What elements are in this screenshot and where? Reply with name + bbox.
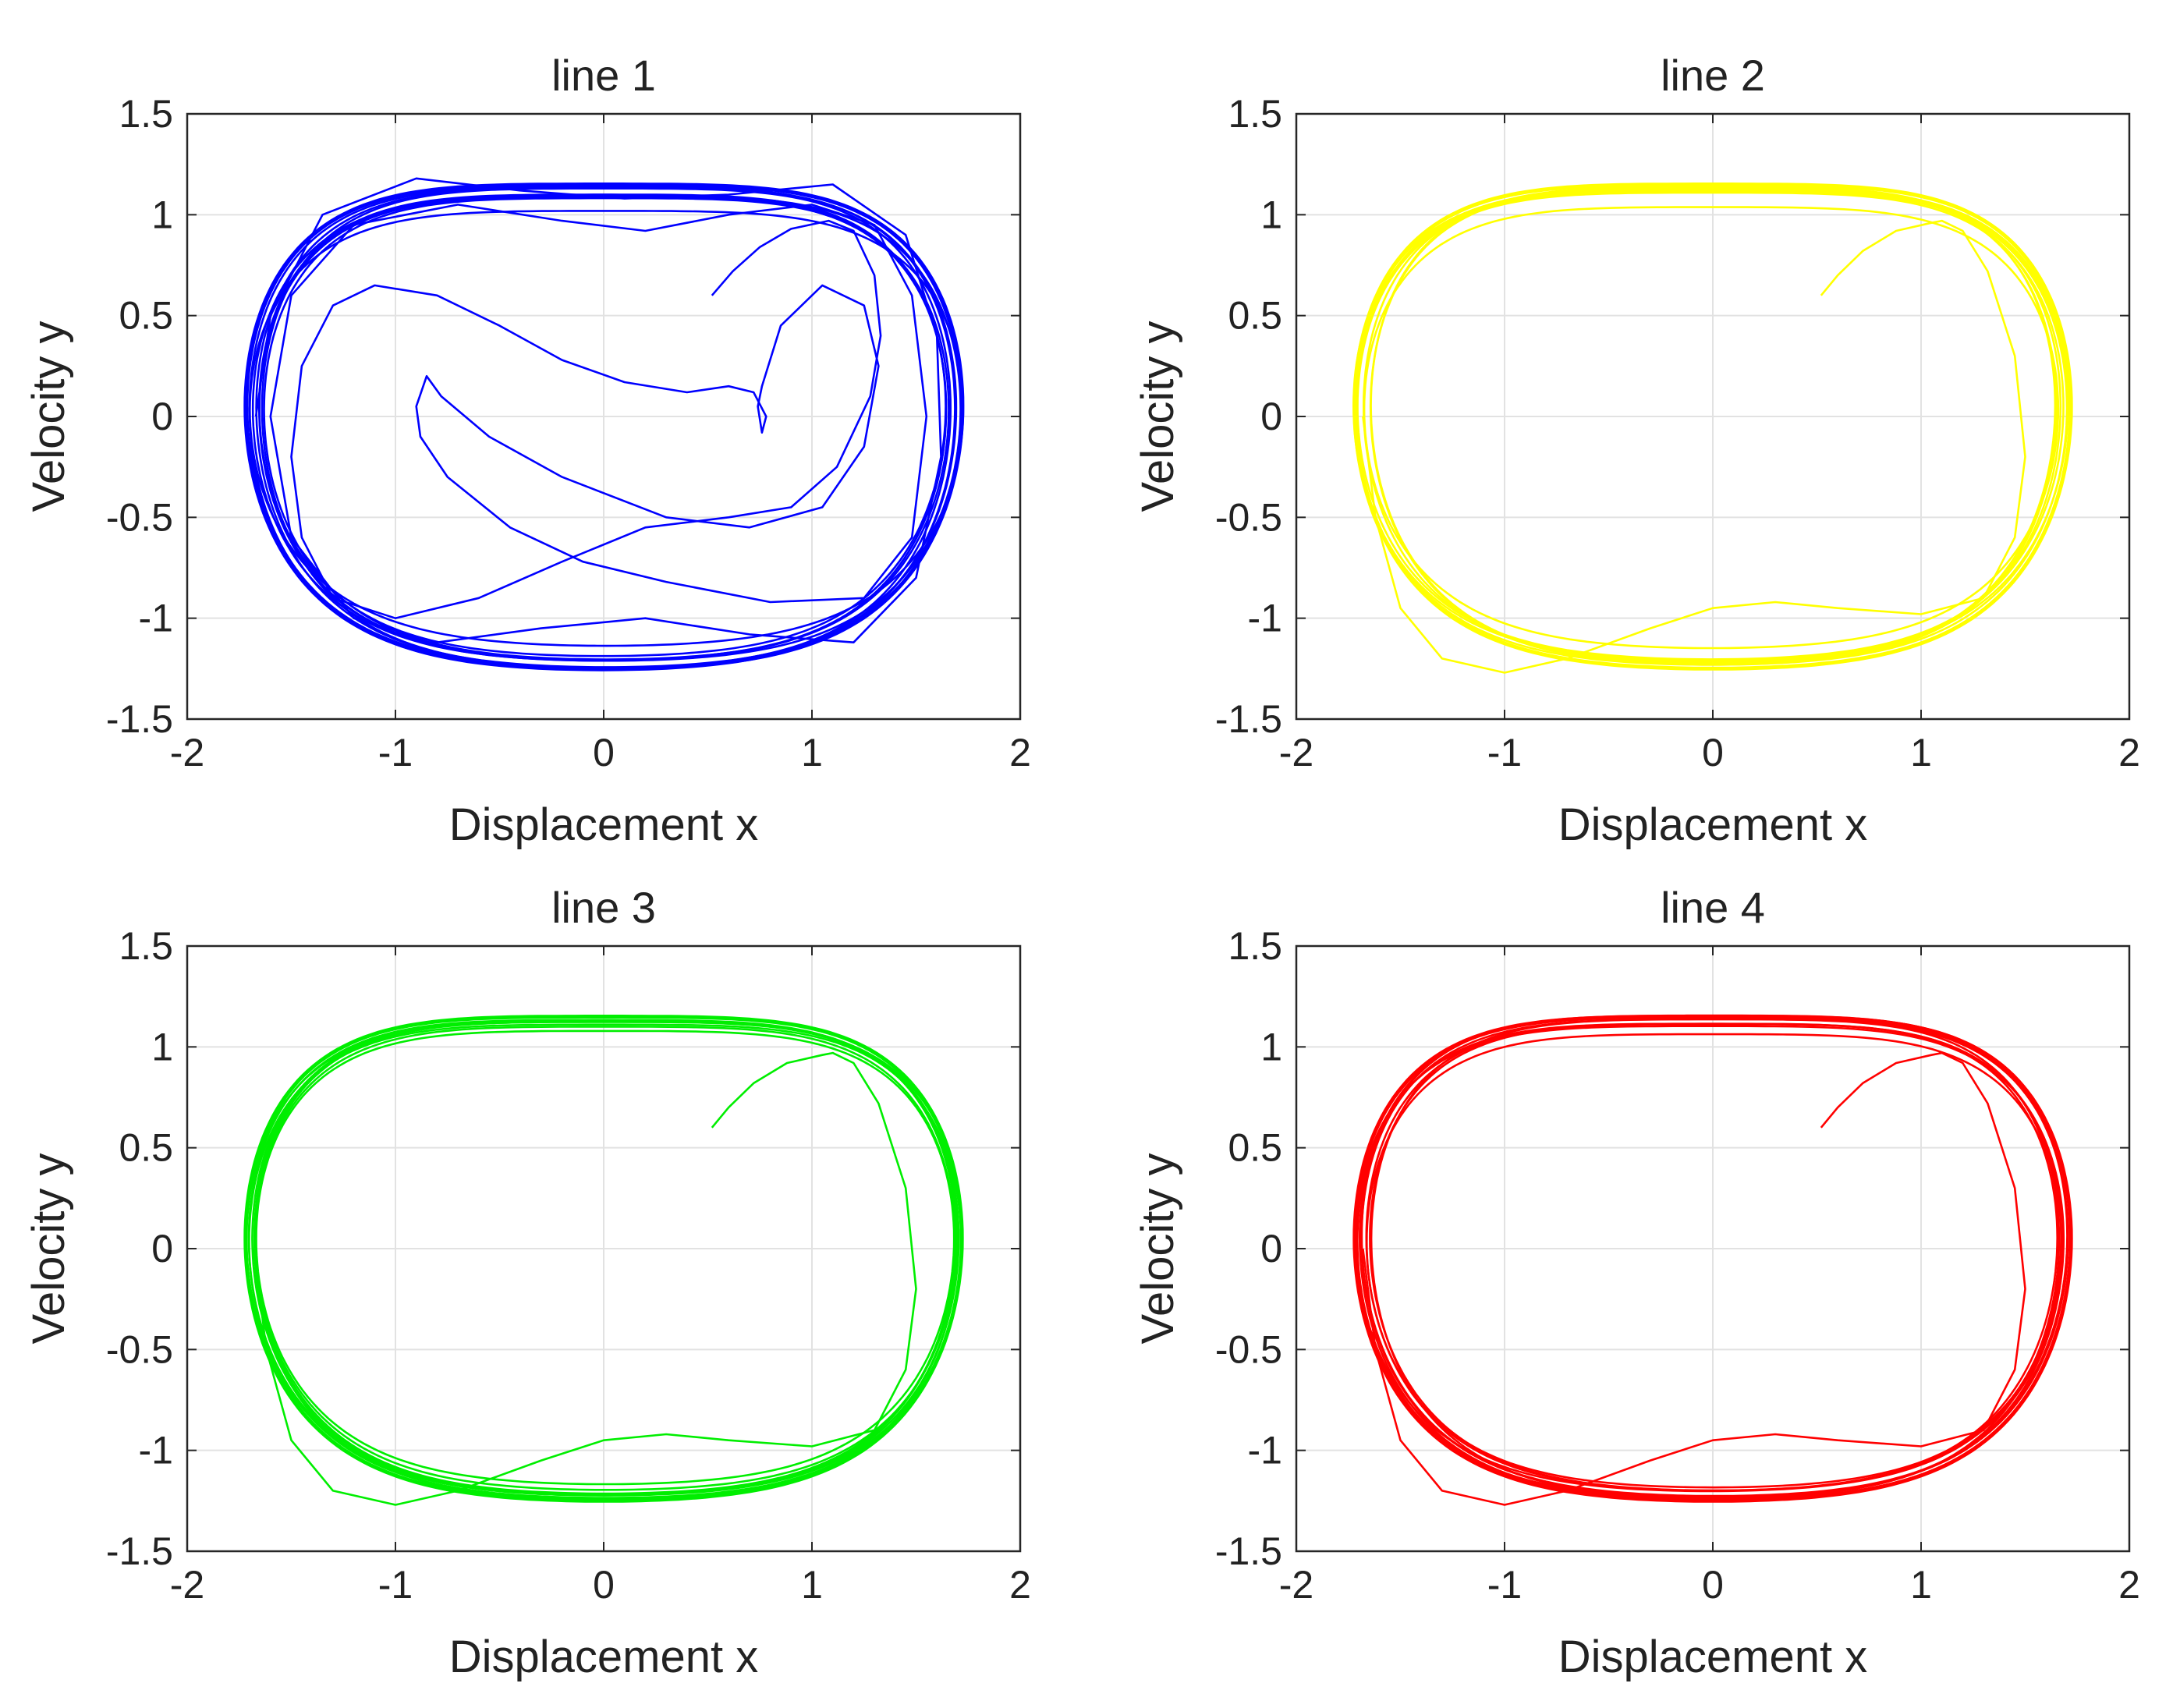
y-tick-label: 0.5: [119, 294, 173, 338]
attractor-orbit: [263, 197, 950, 661]
y-tick-label: 1.5: [119, 924, 173, 968]
y-tick-label: 1.5: [1228, 92, 1282, 136]
attractor-orbit: [258, 196, 948, 661]
y-tick-label: -1: [1248, 1429, 1282, 1472]
y-tick-label: 1.5: [1228, 924, 1282, 968]
x-axis-label: Displacement x: [1558, 799, 1867, 850]
x-tick-label: -1: [378, 1563, 413, 1607]
y-tick-label: 0.5: [1228, 1126, 1282, 1170]
attractor-outer-band: [243, 1015, 964, 1503]
y-tick-label: 1: [1260, 1025, 1282, 1068]
y-tick-label: -1.5: [106, 1529, 173, 1573]
attractor-orbit: [1365, 1022, 2059, 1492]
y-tick-label: -1.5: [1215, 1529, 1282, 1573]
x-tick-label: 2: [1009, 731, 1031, 774]
chart-2: -2 -1 0 1 2 -1.5 -1 -0.5 0 0.5 1 1.5 line 2 Displacem…: [1133, 51, 2140, 850]
y-tick-label: -0.5: [1215, 1327, 1282, 1371]
x-tick-label: -1: [1487, 1563, 1522, 1607]
y-axis-label: Velocity y: [1133, 1153, 1183, 1345]
x-tick-label: 2: [1009, 1563, 1031, 1607]
chart-4: -2 -1 0 1 2 -1.5 -1 -0.5 0 0.5 1 1.5 line 4 Displacem…: [1133, 883, 2140, 1682]
y-tick-label: -1.5: [1215, 697, 1282, 741]
x-tick-label: -2: [170, 1563, 204, 1607]
x-axis-label: Displacement x: [1558, 1632, 1867, 1682]
y-axis-label: Velocity y: [23, 1153, 74, 1345]
y-tick-label: 0: [1260, 1227, 1282, 1270]
y-tick-label: 1: [151, 1025, 173, 1068]
y-axis-label: Velocity y: [23, 321, 74, 512]
chart-title: line 2: [1661, 51, 1765, 100]
y-tick-label: -1.5: [106, 697, 173, 741]
y-tick-label: -0.5: [1215, 495, 1282, 539]
x-axis-label: Displacement x: [449, 799, 758, 850]
x-tick-label: 0: [593, 731, 615, 774]
series-2: [1352, 182, 2073, 674]
y-tick-label: 1: [1260, 193, 1282, 236]
x-tick-label: 1: [1910, 1563, 1932, 1607]
y-tick-label: 0: [151, 1227, 173, 1270]
transient-curve: [1362, 1051, 2026, 1506]
attractor-orbit: [1360, 1018, 2069, 1497]
x-axis-label: Displacement x: [449, 1632, 758, 1682]
y-tick-label: 0: [151, 395, 173, 438]
attractor-orbit: [1355, 1025, 2065, 1493]
y-tick-label: -0.5: [106, 495, 173, 539]
attractor-orbit: [253, 1026, 956, 1495]
x-tick-label: 1: [1910, 731, 1932, 774]
y-tick-label: 0.5: [119, 1126, 173, 1170]
chart-1: -2 -1 0 1 2 -1.5 -1 -0.5 0 0.5 1 1.5 line 1 Displacem…: [23, 51, 1031, 850]
attractor-outer-band: [243, 182, 964, 671]
chart-title: line 3: [551, 883, 656, 932]
transient-curve: [254, 177, 942, 643]
x-tick-label: 2: [2118, 1563, 2140, 1607]
transient-curve: [1362, 219, 2026, 674]
attractor-orbit: [1363, 206, 2060, 650]
y-tick-label: 0.5: [1228, 294, 1282, 338]
chart-title: line 4: [1661, 883, 1765, 932]
y-axis-label: Velocity y: [1133, 321, 1183, 512]
y-tick-label: 0: [1260, 395, 1282, 438]
attractor-outer-band: [1352, 182, 2073, 671]
series-3: [243, 1015, 964, 1506]
x-tick-label: -2: [170, 731, 204, 774]
x-tick-label: -2: [1279, 731, 1313, 774]
series-1: [243, 177, 965, 672]
x-tick-label: 1: [801, 731, 823, 774]
y-tick-label: 1: [151, 193, 173, 236]
attractor-orbit: [255, 186, 958, 668]
chart-3: -2 -1 0 1 2 -1.5 -1 -0.5 0 0.5 1 1.5 line 3 Displacem…: [23, 883, 1031, 1682]
x-tick-label: 0: [1702, 1563, 1724, 1607]
attractor-orbit: [1354, 190, 2068, 666]
x-tick-label: 0: [1702, 731, 1724, 774]
x-tick-label: 0: [593, 1563, 615, 1607]
y-tick-label: -1: [1248, 597, 1282, 640]
y-tick-label: -1: [139, 1429, 173, 1472]
x-tick-label: -2: [1279, 1563, 1313, 1607]
attractor-orbit: [1356, 191, 2065, 661]
y-tick-label: -1: [139, 597, 173, 640]
transient-curve: [253, 1051, 917, 1506]
y-tick-label: -0.5: [106, 1327, 173, 1371]
x-tick-label: -1: [1487, 731, 1522, 774]
attractor-outer-band: [1352, 1015, 2073, 1503]
x-tick-label: -1: [378, 731, 413, 774]
chart-title: line 1: [551, 51, 656, 100]
series-4: [1352, 1014, 2073, 1506]
y-tick-label: 1.5: [119, 92, 173, 136]
x-tick-label: 2: [2118, 731, 2140, 774]
x-tick-label: 1: [801, 1563, 823, 1607]
